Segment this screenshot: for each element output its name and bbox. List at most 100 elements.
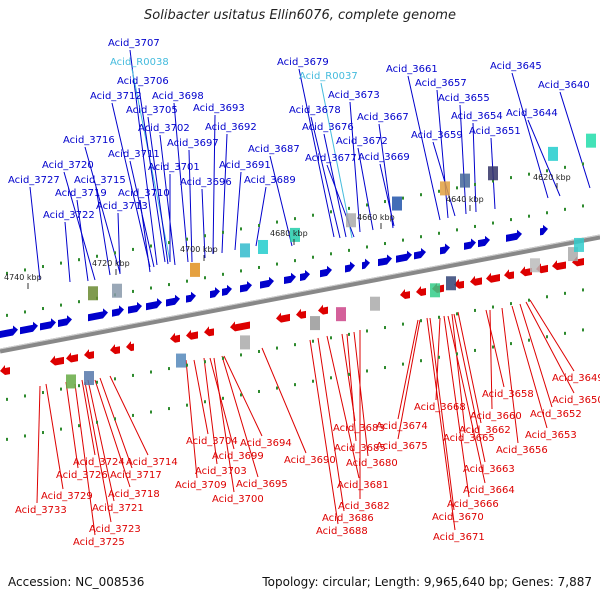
feature-box[interactable] [310,316,320,331]
forward-gene-arrow[interactable] [378,254,392,267]
feature-box[interactable] [88,286,98,301]
forward-gene-arrow[interactable] [40,318,56,331]
forward-gene-arrow[interactable] [478,235,490,248]
reverse-gene-arrow[interactable] [400,289,410,300]
forward-gene-arrow[interactable] [345,261,355,273]
top-gene-label[interactable]: Acid_3654 [451,111,503,122]
bottom-gene-label[interactable]: Acid_3680 [346,458,398,469]
bottom-gene-label[interactable]: Acid_3650 [552,395,600,406]
reverse-gene-arrow[interactable] [454,278,464,289]
top-gene-label[interactable]: Acid_3698 [152,91,204,102]
forward-gene-arrow[interactable] [540,224,548,236]
top-gene-label[interactable]: Acid_3719 [55,188,107,199]
feature-box[interactable] [430,283,440,298]
forward-gene-arrow[interactable] [396,250,412,263]
bottom-gene-label[interactable]: Acid_3649 [552,373,600,384]
top-gene-label[interactable]: Acid_3677 [305,153,357,164]
top-gene-label[interactable]: Acid_3689 [244,175,296,186]
top-gene-label[interactable]: Acid_3707 [108,38,160,49]
forward-gene-arrow[interactable] [240,281,252,293]
bottom-gene-label[interactable]: Acid_3665 [443,433,495,444]
top-gene-label[interactable]: Acid_3722 [43,210,95,221]
bottom-gene-label[interactable]: Acid_3723 [89,524,141,535]
reverse-gene-arrow[interactable] [230,321,250,332]
bottom-gene-label[interactable]: Acid_3671 [433,532,485,543]
top-gene-label[interactable]: Acid_3712 [90,91,142,102]
feature-box[interactable] [440,181,450,196]
feature-box[interactable] [548,146,558,161]
bottom-gene-label[interactable]: Acid_3686 [322,513,374,524]
forward-gene-arrow[interactable] [284,272,296,285]
bottom-gene-label[interactable]: Acid_3675 [376,441,428,452]
feature-box[interactable] [240,335,250,350]
top-gene-label[interactable]: Acid_3691 [219,160,271,171]
reverse-gene-arrow[interactable] [110,344,120,355]
feature-box[interactable] [568,247,578,262]
top-gene-label[interactable]: Acid_3715 [74,175,126,186]
bottom-gene-label[interactable]: Acid_3685 [334,443,386,454]
bottom-gene-label[interactable]: Acid_3717 [110,470,162,481]
bottom-gene-label[interactable]: Acid_3714 [126,457,178,468]
reverse-gene-arrow[interactable] [0,365,10,376]
top-gene-label[interactable]: Acid_3706 [117,76,169,87]
forward-gene-arrow[interactable] [222,284,232,296]
forward-gene-arrow[interactable] [88,308,108,322]
bottom-gene-label[interactable]: Acid_3688 [316,526,368,537]
top-gene-label[interactable]: Acid_3727 [8,175,60,186]
top-gene-label[interactable]: Acid_3640 [538,80,590,91]
top-gene-label[interactable]: Acid_3679 [277,57,329,68]
top-gene-label[interactable]: Acid_R0037 [299,71,358,82]
top-gene-label[interactable]: Acid_3669 [358,152,410,163]
top-gene-label[interactable]: Acid_3661 [386,64,438,75]
top-gene-label[interactable]: Acid_3673 [328,90,380,101]
bottom-gene-label[interactable]: Acid_3699 [212,451,264,462]
bottom-gene-label[interactable]: Acid_3666 [447,499,499,510]
forward-gene-arrow[interactable] [0,325,18,338]
top-gene-label[interactable]: Acid_3692 [205,122,257,133]
bottom-gene-label[interactable]: Acid_3652 [530,409,582,420]
feature-box[interactable] [530,258,540,273]
top-gene-label[interactable]: Acid_3659 [411,130,463,141]
reverse-gene-arrow[interactable] [276,312,290,323]
forward-gene-arrow[interactable] [260,276,274,289]
reverse-gene-arrow[interactable] [84,349,94,360]
feature-box[interactable] [336,307,346,322]
feature-box[interactable] [446,276,456,291]
bottom-gene-label[interactable]: Acid_3681 [337,480,389,491]
reverse-gene-arrow[interactable] [170,332,180,343]
top-gene-label[interactable]: Acid_3687 [248,144,300,155]
reverse-gene-arrow[interactable] [504,269,514,280]
reverse-gene-arrow[interactable] [470,275,482,286]
feature-box[interactable] [240,243,250,258]
bottom-gene-label[interactable]: Acid_3726 [56,470,108,481]
top-gene-label[interactable]: Acid_3701 [148,162,200,173]
bottom-gene-label[interactable]: Acid_3656 [496,445,548,456]
forward-gene-arrow[interactable] [58,315,72,327]
top-gene-label[interactable]: Acid_3655 [438,93,490,104]
forward-gene-arrow[interactable] [362,258,370,270]
bottom-gene-label[interactable]: Acid_3709 [175,480,227,491]
forward-gene-arrow[interactable] [112,305,124,317]
forward-gene-arrow[interactable] [128,301,142,314]
feature-box[interactable] [66,374,76,389]
top-gene-label[interactable]: Acid_R0038 [110,57,169,68]
forward-gene-arrow[interactable] [20,321,38,335]
bottom-gene-label[interactable]: Acid_3660 [470,411,522,422]
reverse-gene-arrow[interactable] [486,272,500,283]
bottom-gene-label[interactable]: Acid_3724 [73,457,125,468]
top-gene-label[interactable]: Acid_3711 [108,149,160,160]
reverse-gene-arrow[interactable] [318,304,328,315]
bottom-gene-label[interactable]: Acid_3664 [463,485,515,496]
forward-gene-arrow[interactable] [186,291,196,303]
feature-box[interactable] [84,371,94,386]
bottom-gene-label[interactable]: Acid_3662 [459,425,511,436]
top-gene-label[interactable]: Acid_3645 [490,61,542,72]
bottom-gene-label[interactable]: Acid_3694 [240,438,292,449]
forward-gene-arrow[interactable] [506,229,522,242]
top-gene-label[interactable]: Acid_3713 [96,201,148,212]
bottom-gene-label[interactable]: Acid_3729 [41,491,93,502]
reverse-gene-arrow[interactable] [66,352,78,363]
reverse-gene-arrow[interactable] [204,326,214,337]
bottom-gene-label[interactable]: Acid_3700 [212,494,264,505]
bottom-gene-label[interactable]: Acid_3683 [333,423,385,434]
